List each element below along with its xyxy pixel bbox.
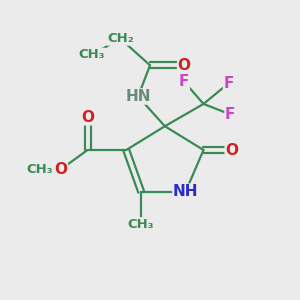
Text: O: O — [225, 142, 238, 158]
Text: CH₃: CH₃ — [27, 163, 53, 176]
Text: O: O — [178, 58, 191, 73]
Text: CH₃: CH₃ — [79, 48, 105, 62]
Text: F: F — [224, 76, 234, 91]
Text: O: O — [81, 110, 94, 125]
Text: NH: NH — [173, 184, 198, 199]
Text: HN: HN — [125, 89, 151, 104]
Text: O: O — [54, 162, 67, 177]
Text: CH₂: CH₂ — [107, 32, 134, 45]
Text: F: F — [179, 74, 189, 89]
Text: CH₃: CH₃ — [128, 218, 154, 231]
Text: F: F — [225, 107, 236, 122]
